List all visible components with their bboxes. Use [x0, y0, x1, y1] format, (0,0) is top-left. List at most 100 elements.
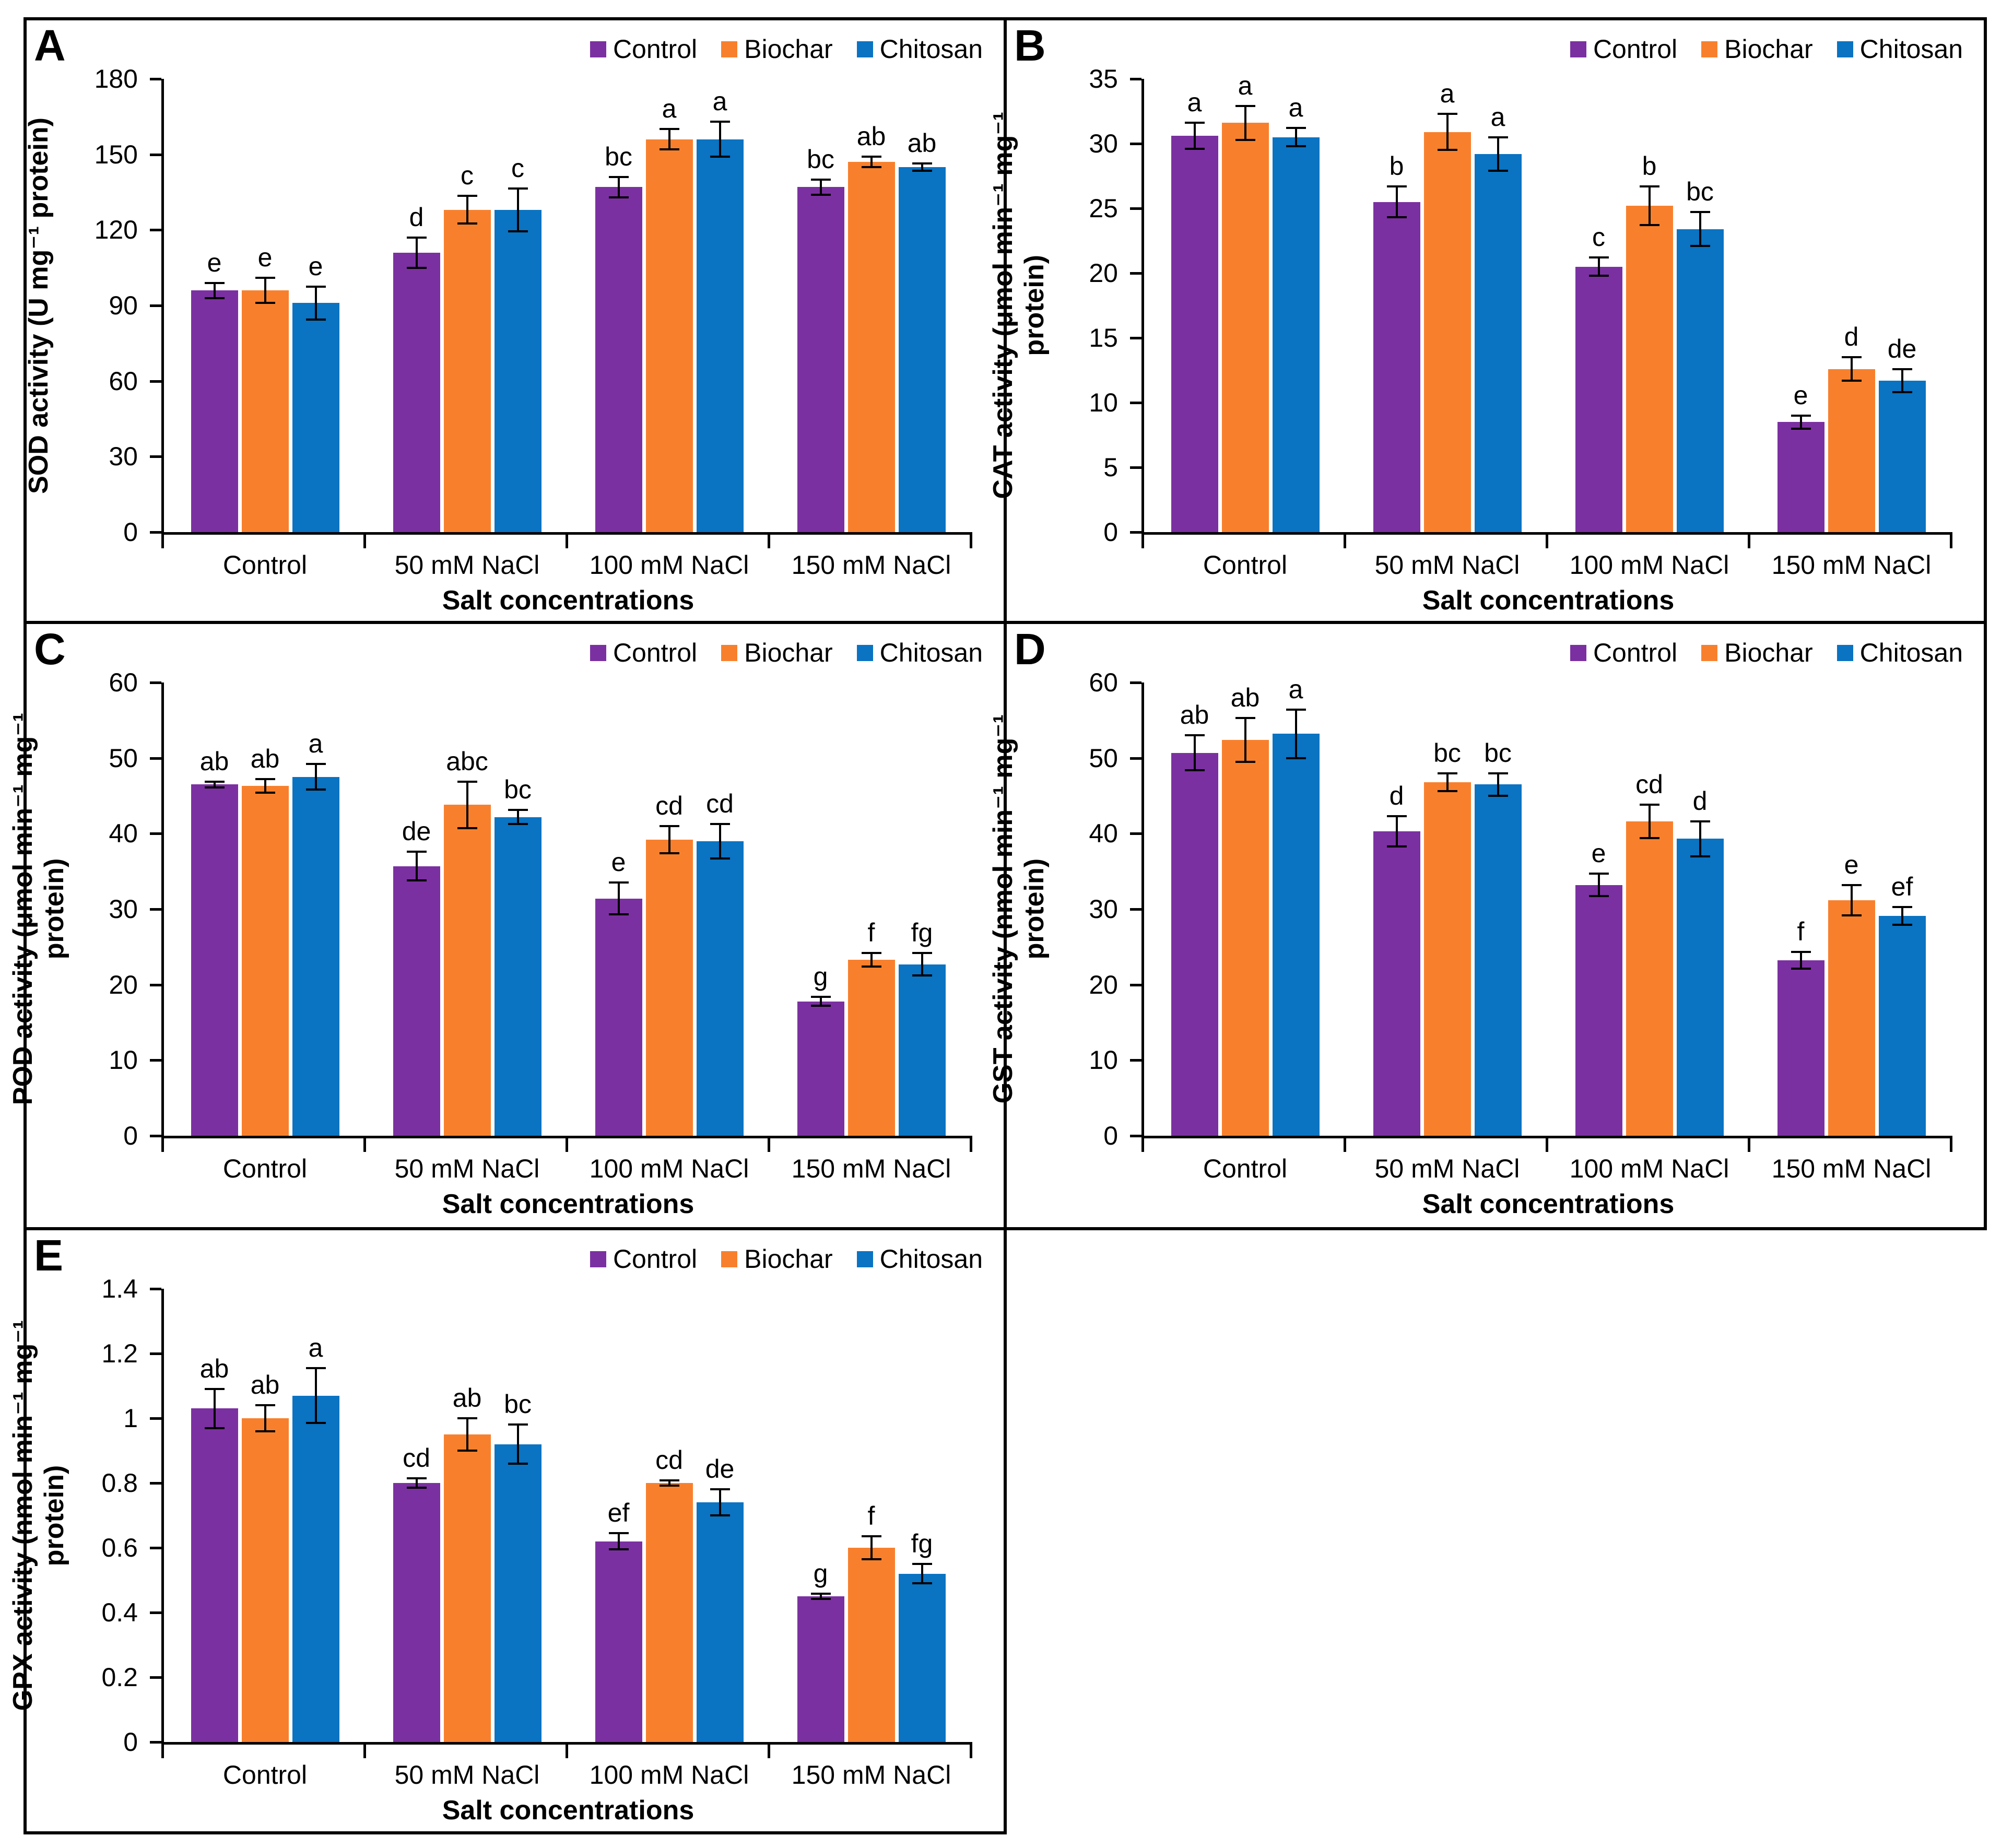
- error-bar: [314, 286, 317, 320]
- sig-letter: fg: [911, 1529, 933, 1558]
- error-bar-cap-bottom: [608, 913, 629, 916]
- error-bar-cap-bottom: [1286, 757, 1306, 759]
- y-axis-tick: [150, 1547, 161, 1549]
- error-bar-cap-top: [204, 780, 225, 783]
- error-bar: [1446, 113, 1449, 150]
- y-axis-tick-label: 30: [109, 442, 138, 472]
- y-axis-tick-label: 90: [109, 291, 138, 320]
- error-bar-cap-bottom: [912, 1582, 932, 1585]
- sig-letter: a: [1440, 78, 1455, 108]
- error-bar: [870, 1536, 873, 1559]
- error-bar-cap-bottom: [305, 318, 326, 321]
- error-bar: [1497, 773, 1499, 796]
- error-bar-cap-top: [255, 778, 275, 781]
- y-axis-tick: [150, 1135, 161, 1137]
- legend-label: Biochar: [1724, 34, 1813, 64]
- y-axis-tick: [1130, 207, 1141, 210]
- legend-swatch-icon: [590, 644, 606, 661]
- x-category-label: 150 mM NaCl: [791, 1154, 951, 1183]
- x-axis-tick: [566, 535, 568, 548]
- y-axis-tick: [1130, 337, 1141, 339]
- y-axis-tick-label: 40: [1089, 819, 1118, 849]
- error-bar: [819, 179, 822, 195]
- error-bar: [415, 237, 418, 268]
- bar-chitosan-4: [898, 1573, 946, 1742]
- y-axis-tick-label: 50: [1089, 743, 1118, 773]
- y-axis-tick: [150, 153, 161, 156]
- bar-biochar-3: [1626, 821, 1673, 1136]
- error-bar-cap-bottom: [457, 827, 477, 830]
- panel-a: A Control Biochar Chitosan SOD activity (U m…: [23, 20, 1004, 621]
- error-bar-cap-bottom: [1639, 837, 1659, 839]
- x-category-label: 100 mM NaCl: [589, 550, 749, 580]
- error-bar-cap-bottom: [810, 1597, 831, 1600]
- bar-biochar-1: [241, 290, 289, 532]
- y-axis-tick-label: 1: [123, 1404, 138, 1433]
- error-bar-cap-bottom: [659, 148, 679, 151]
- y-axis-tick: [150, 455, 161, 458]
- error-bar-cap-top: [406, 236, 427, 239]
- legend: Control Biochar Chitosan: [590, 640, 983, 666]
- bar-biochar-3: [645, 839, 693, 1136]
- bar-chitosan-3: [696, 139, 744, 532]
- panel-label: B: [1014, 21, 1046, 70]
- error-bar-cap-top: [810, 995, 831, 998]
- error-bar-cap-top: [508, 809, 528, 811]
- y-axis-tick: [150, 1288, 161, 1290]
- error-bar-cap-top: [1791, 414, 1811, 417]
- y-axis-tick: [150, 1611, 161, 1614]
- sig-letter: a: [308, 1333, 323, 1362]
- legend-swatch-icon: [1837, 41, 1853, 57]
- y-axis-tick-label: 10: [109, 1045, 138, 1075]
- error-bar-cap-top: [1386, 185, 1407, 187]
- panel-b: B Control Biochar Chitosan CAT activity (μmo…: [988, 20, 1984, 621]
- sig-letter: bc: [807, 144, 834, 174]
- legend-item-biochar: Biochar: [721, 640, 833, 666]
- error-bar: [1699, 821, 1701, 856]
- error-bar-cap-bottom: [1690, 855, 1710, 857]
- error-bar-cap-bottom: [1841, 379, 1862, 382]
- legend-label: Control: [613, 638, 698, 667]
- error-bar: [1244, 106, 1246, 140]
- sig-letter: ab: [1230, 682, 1260, 712]
- error-bar: [466, 196, 468, 224]
- error-bar-cap-bottom: [406, 879, 427, 882]
- error-bar: [1648, 805, 1651, 838]
- error-bar-cap-top: [608, 881, 629, 884]
- x-category-label: 100 mM NaCl: [1569, 550, 1729, 580]
- error-bar-cap-top: [608, 176, 629, 179]
- y-axis-tick-label: 20: [1089, 970, 1118, 999]
- x-axis-title: Salt concentrations: [442, 585, 694, 616]
- y-axis-tick-label: 1.2: [101, 1339, 138, 1368]
- bar-chitosan-3: [1676, 839, 1724, 1136]
- sig-letter: e: [611, 848, 626, 877]
- legend-swatch-icon: [1837, 644, 1853, 661]
- error-bar: [1699, 212, 1701, 246]
- y-axis-tick-label: 30: [1089, 129, 1118, 158]
- y-axis-tick-label: 60: [1089, 668, 1118, 697]
- error-bar: [1799, 415, 1802, 429]
- x-axis-tick: [1344, 1138, 1346, 1152]
- legend-swatch-icon: [1570, 644, 1586, 661]
- error-bar-cap-top: [810, 178, 831, 181]
- bar-biochar-2: [1423, 132, 1471, 532]
- x-category-label: 150 mM NaCl: [1771, 550, 1932, 580]
- error-bar-cap-top: [861, 951, 881, 954]
- y-axis-tick: [150, 229, 161, 232]
- sig-letter: g: [813, 961, 828, 991]
- error-bar: [819, 1594, 822, 1599]
- sig-letter: de: [1887, 334, 1917, 363]
- divider-horizontal-2: [23, 1227, 1987, 1230]
- error-bar-cap-bottom: [1184, 769, 1205, 771]
- error-bar-cap-top: [508, 187, 528, 190]
- y-axis-tick: [1130, 1059, 1141, 1062]
- sig-letter: a: [662, 94, 677, 124]
- error-bar: [617, 1533, 620, 1550]
- sig-letter: cd: [655, 1445, 683, 1475]
- error-bar: [668, 826, 670, 853]
- x-axis-title: Salt concentrations: [442, 1795, 694, 1826]
- sig-letter: cd: [655, 791, 683, 820]
- legend-label: Biochar: [744, 1244, 833, 1274]
- error-bar-cap-bottom: [1437, 790, 1457, 793]
